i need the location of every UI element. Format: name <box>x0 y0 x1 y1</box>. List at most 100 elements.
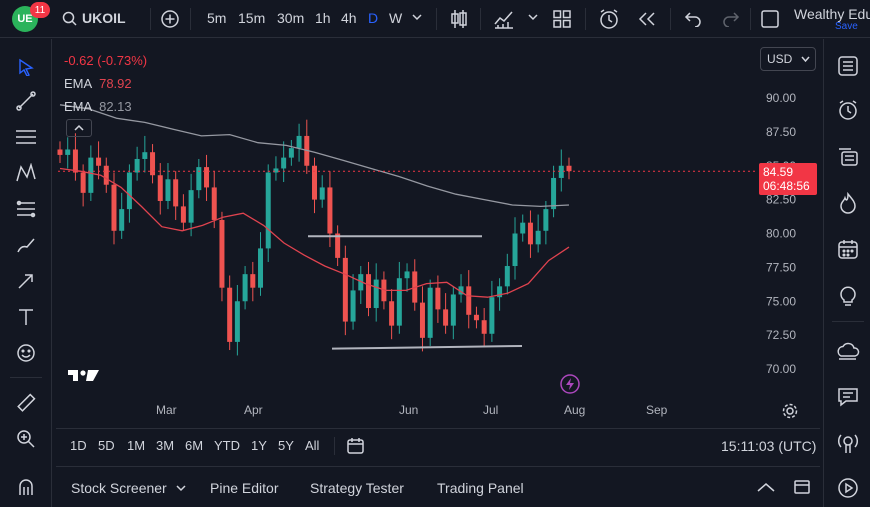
save-button[interactable]: Save <box>835 21 858 32</box>
tradingview-logo[interactable] <box>66 367 100 383</box>
candle-body <box>234 301 240 342</box>
fullscreen-icon[interactable] <box>761 10 779 28</box>
chevron-down-icon[interactable] <box>412 14 422 22</box>
currency-select[interactable]: USD <box>760 47 816 71</box>
trading-panel-tab[interactable]: Trading Panel <box>437 480 524 496</box>
text-tool[interactable] <box>12 303 40 331</box>
candle-body <box>512 233 518 267</box>
candle-body <box>296 135 302 149</box>
zoom-tool[interactable] <box>12 425 40 453</box>
object-tree-button[interactable] <box>834 142 862 170</box>
divider <box>10 377 42 378</box>
alert-clock-icon[interactable] <box>598 8 620 30</box>
price-axis-label: 72.50 <box>766 328 796 342</box>
price-change: -0.62 (-0.73%) <box>64 53 148 68</box>
maximize-panel-icon[interactable] <box>793 479 811 495</box>
strategy-tester-tab[interactable]: Strategy Tester <box>310 480 404 496</box>
magnet-tool[interactable] <box>12 473 40 501</box>
candles-icon[interactable] <box>449 8 469 30</box>
symbol-search[interactable]: UKOIL <box>82 10 126 26</box>
range-1m[interactable]: 1M <box>127 438 146 453</box>
divider <box>150 8 151 30</box>
interval-4h[interactable]: 4h <box>341 10 357 26</box>
streams-button[interactable] <box>834 337 862 365</box>
ema-legend-2[interactable]: EMA 82.13 <box>64 99 132 114</box>
candle-body <box>458 286 464 295</box>
date-axis[interactable]: Mar Apr Jun Jul Aug Sep <box>156 403 668 417</box>
candle-body <box>258 248 264 288</box>
interval-15m[interactable]: 15m <box>238 10 266 26</box>
go-to-date-icon[interactable] <box>346 437 366 455</box>
layout-name[interactable]: Wealthy Edu <box>794 6 870 22</box>
pattern-tool[interactable] <box>12 159 40 187</box>
candle-body <box>327 187 333 234</box>
candle-body <box>204 167 210 188</box>
chevron-down-icon[interactable] <box>176 485 186 493</box>
candle-body <box>350 290 356 322</box>
emoji-tool[interactable] <box>12 339 40 367</box>
candle-body <box>481 320 487 334</box>
interval-1h[interactable]: 1h <box>315 10 331 26</box>
candle-body <box>65 149 71 155</box>
utc-clock[interactable]: 15:11:03 (UTC) <box>721 438 817 454</box>
trendline-tool[interactable] <box>12 87 40 115</box>
brush-tool[interactable] <box>12 231 40 259</box>
interval-30m[interactable]: 30m <box>277 10 305 26</box>
chats-button[interactable] <box>834 383 862 411</box>
lightning-icon[interactable] <box>559 373 581 395</box>
date-axis-label: Aug <box>564 403 585 417</box>
range-3m[interactable]: 3M <box>156 438 175 453</box>
horizontal-lines-tool[interactable] <box>12 123 40 151</box>
add-symbol-icon[interactable] <box>160 9 180 29</box>
candle-body <box>466 286 472 315</box>
candle-body <box>165 179 171 201</box>
range-all[interactable]: All <box>305 438 320 453</box>
watchlist-button[interactable] <box>834 52 862 80</box>
replay-icon[interactable] <box>638 11 656 27</box>
candle-body <box>103 165 109 185</box>
range-5y[interactable]: 5Y <box>278 438 294 453</box>
interval-w[interactable]: W <box>389 10 403 26</box>
calendar-button[interactable] <box>834 235 862 263</box>
stock-screener-tab[interactable]: Stock Screener <box>71 480 167 496</box>
divider <box>670 8 671 30</box>
chart-pane[interactable]: 90.0087.5085.0082.5080.0077.5075.0072.50… <box>56 43 820 423</box>
range-ytd[interactable]: YTD <box>214 438 240 453</box>
pine-editor-tab[interactable]: Pine Editor <box>210 480 279 496</box>
ideas-button[interactable] <box>834 282 862 310</box>
price-chart[interactable]: 90.0087.5085.0082.5080.0077.5075.0072.50… <box>56 43 820 423</box>
support-line[interactable] <box>331 344 523 350</box>
interval-5m[interactable]: 5m <box>207 10 227 26</box>
range-5d[interactable]: 5D <box>98 438 115 453</box>
settings-gear-icon[interactable] <box>782 403 798 419</box>
layout-grid-icon[interactable] <box>553 10 571 28</box>
candle-body <box>335 233 341 258</box>
candle-body <box>520 222 526 234</box>
ema-legend-1[interactable]: EMA 78.92 <box>64 76 132 91</box>
collapse-panel-icon[interactable] <box>756 481 776 493</box>
undo-icon[interactable] <box>684 11 702 27</box>
cursor-tool[interactable] <box>12 53 40 81</box>
search-icon[interactable] <box>62 11 78 27</box>
range-6m[interactable]: 6M <box>185 438 204 453</box>
right-sidebar <box>823 39 870 507</box>
redo-icon[interactable] <box>722 11 740 27</box>
arrow-tool[interactable] <box>12 267 40 295</box>
magnet-icon <box>19 479 33 495</box>
help-button[interactable] <box>834 474 862 502</box>
measure-tool[interactable] <box>12 389 40 417</box>
range-1d[interactable]: 1D <box>70 438 87 453</box>
lightbulb-icon <box>840 286 856 306</box>
horizontal-lines-icon <box>16 130 36 144</box>
indicators-icon[interactable] <box>493 8 515 30</box>
range-1y[interactable]: 1Y <box>251 438 267 453</box>
candle-body <box>157 175 163 201</box>
collapse-legend-button[interactable] <box>66 119 92 137</box>
fib-tool[interactable] <box>12 195 40 223</box>
price-axis[interactable]: 90.0087.5085.0082.5080.0077.5075.0072.50… <box>766 91 796 376</box>
alerts-button[interactable] <box>834 96 862 124</box>
signals-button[interactable] <box>834 429 862 457</box>
chevron-down-icon[interactable] <box>528 14 538 22</box>
interval-d[interactable]: D <box>368 10 379 26</box>
hotlists-button[interactable] <box>834 189 862 217</box>
